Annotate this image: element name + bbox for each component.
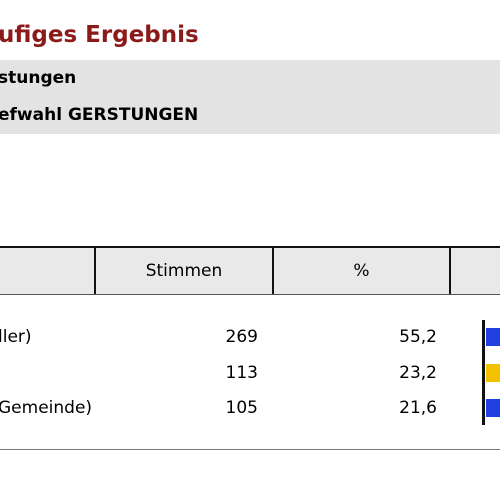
candidate-name: Gemeinde) [0, 398, 93, 418]
election-bar: efwahl GERSTUNGEN [0, 97, 500, 134]
bar-axis-line [482, 320, 485, 425]
election-label: efwahl GERSTUNGEN [0, 105, 199, 125]
table-row: ller) 269 55,2 [0, 320, 500, 354]
header-candidate [0, 248, 94, 294]
table-row: Gemeinde) 105 21,6 [0, 391, 500, 425]
result-bar [486, 399, 500, 417]
municipality-bar: stungen [0, 60, 500, 97]
header-divider [449, 248, 451, 294]
candidate-percent: 23,2 [399, 363, 437, 383]
table-row: 113 23,2 [0, 356, 500, 390]
table-top-border [0, 246, 500, 248]
header-divider [272, 248, 274, 294]
candidate-votes: 113 [225, 363, 258, 383]
candidate-percent: 55,2 [399, 327, 437, 347]
candidate-name: ller) [0, 327, 32, 347]
page-title: ufiges Ergebnis [0, 22, 199, 48]
result-bar [486, 328, 500, 346]
table-header-row: Stimmen % [0, 248, 500, 295]
candidate-percent: 21,6 [399, 398, 437, 418]
header-divider [94, 248, 96, 294]
candidate-votes: 105 [225, 398, 258, 418]
header-votes: Stimmen [145, 261, 223, 281]
municipality-label: stungen [0, 68, 77, 88]
header-bar [451, 248, 500, 294]
candidate-votes: 269 [225, 327, 258, 347]
result-bar [486, 364, 500, 382]
header-percent: % [353, 261, 370, 281]
table-bottom-border [0, 449, 500, 450]
